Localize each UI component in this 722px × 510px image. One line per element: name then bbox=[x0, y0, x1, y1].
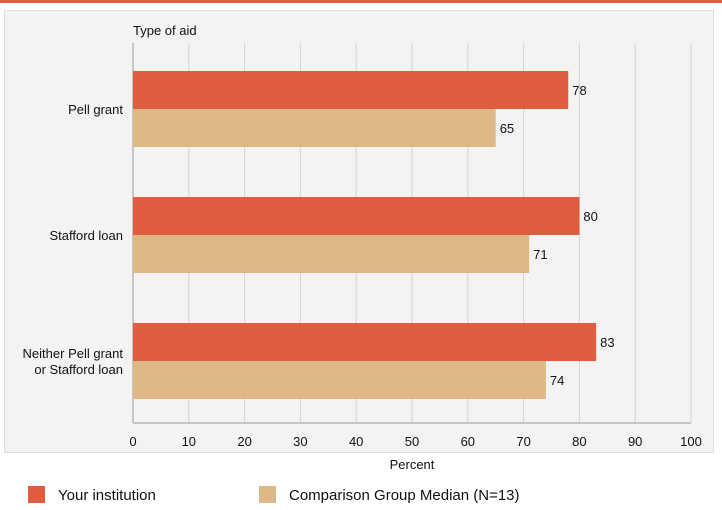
x-tick-label: 60 bbox=[461, 434, 475, 449]
bar-value-label: 71 bbox=[533, 247, 547, 262]
bar-value-label: 74 bbox=[550, 373, 564, 388]
bar-value-label: 65 bbox=[500, 121, 514, 136]
x-tick-label: 10 bbox=[182, 434, 196, 449]
bar-your-institution bbox=[133, 71, 569, 109]
bar-comparison-median bbox=[133, 235, 530, 273]
x-tick-label: 100 bbox=[680, 434, 702, 449]
x-tick-label: 0 bbox=[129, 434, 136, 449]
x-axis-label: Percent bbox=[390, 457, 435, 472]
x-tick-label: 20 bbox=[237, 434, 251, 449]
bar-value-label: 83 bbox=[600, 335, 614, 350]
x-tick-label: 70 bbox=[516, 434, 530, 449]
legend: Your institution Comparison Group Median … bbox=[28, 486, 520, 504]
x-tick-label: 90 bbox=[628, 434, 642, 449]
x-tick-label: 80 bbox=[572, 434, 586, 449]
bar-your-institution bbox=[133, 323, 597, 361]
category-label: Stafford loan bbox=[50, 228, 123, 243]
legend-label: Comparison Group Median (N=13) bbox=[289, 487, 520, 504]
bar-your-institution bbox=[133, 197, 580, 235]
bar-value-label: 80 bbox=[583, 209, 597, 224]
category-label: or Stafford loan bbox=[34, 362, 123, 377]
bar-comparison-median bbox=[133, 361, 546, 399]
y-axis-header: Type of aid bbox=[133, 23, 197, 38]
legend-bar bbox=[4, 453, 714, 510]
legend-swatch bbox=[28, 486, 45, 503]
legend-label: Your institution bbox=[58, 487, 156, 504]
legend-swatch bbox=[259, 486, 276, 503]
x-tick-label: 30 bbox=[293, 434, 307, 449]
category-label: Neither Pell grant bbox=[23, 346, 124, 361]
category-label: Pell grant bbox=[68, 102, 123, 117]
x-tick-label: 40 bbox=[349, 434, 363, 449]
bar-value-label: 78 bbox=[572, 83, 586, 98]
labels-layer: 0 10 20 30 40 50 60 70 80 90 100 78 65 Pell grant 80 71… bbox=[23, 83, 702, 449]
bar-comparison-median bbox=[133, 109, 496, 147]
bars-layer bbox=[133, 71, 597, 399]
top-rule bbox=[0, 0, 722, 3]
x-tick-label: 50 bbox=[405, 434, 419, 449]
